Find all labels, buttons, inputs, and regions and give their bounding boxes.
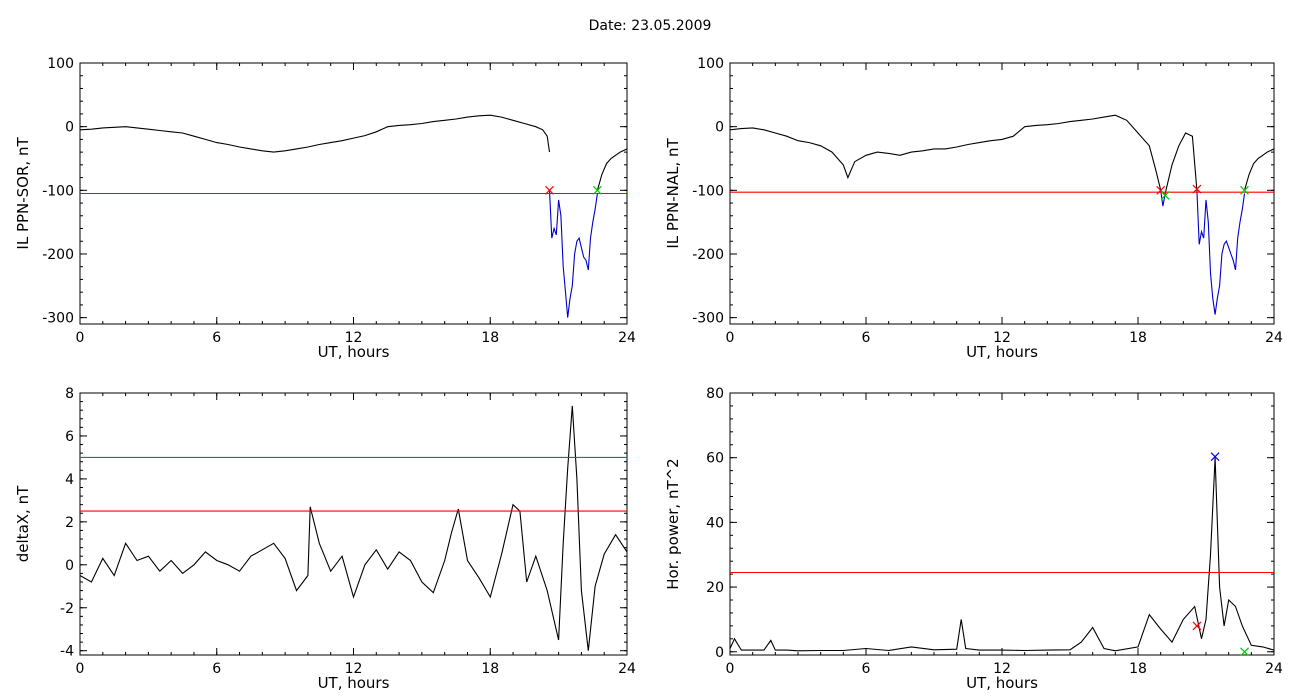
chart-panel-hor-power: 0 6 12 18 24 0 20 40 60 80 UT, hours Hor. power, nT… [664,386,1283,692]
y-tick-label: 20 [706,580,724,596]
y-tick-label: -4 [60,644,74,660]
x-tick-label: 24 [1265,661,1283,677]
x-tick-label: 6 [862,661,871,677]
x-tick-label: 6 [862,330,871,346]
plot-frame [79,392,628,656]
x-axis-label: UT, hours [966,674,1038,692]
x-tick-label: 12 [993,330,1011,346]
y-axis-label: IL PPN-NAL, nT [664,138,682,249]
x-tick-label: 0 [76,330,85,346]
y-axis-label: deltaX, nT [14,485,32,562]
y-tick-label: -200 [42,247,74,263]
page-title: Date: 23.05.2009 [588,18,712,34]
y-tick-label: -100 [42,183,74,199]
marker-cross [1192,621,1202,631]
marker-cross [1160,190,1170,200]
x-axis-label: UT, hours [966,343,1038,361]
x-tick-label: 12 [345,330,363,346]
y-axis-label: IL PPN-SOR, nT [14,137,32,250]
x-tick-label: 18 [1129,330,1147,346]
marker-cross [545,185,554,195]
x-tick-label: 0 [726,330,735,346]
y-tick-label: -300 [42,311,74,327]
y-tick-label: 6 [65,429,74,445]
plot-frame [729,392,1275,656]
x-tick-label: 12 [993,661,1011,677]
series-line [80,405,627,651]
series-line [730,114,1162,191]
x-tick-label: 0 [726,661,735,677]
y-tick-label: 80 [706,386,724,402]
x-tick-label: 18 [481,661,499,677]
x-tick-label: 6 [212,661,221,677]
marker-cross [1210,452,1220,462]
y-axis-label: Hor. power, nT^2 [664,458,682,589]
series-line [1243,148,1274,191]
x-tick-label: 12 [345,661,363,677]
series-line [1164,132,1198,194]
x-tick-label: 24 [1265,330,1283,346]
y-tick-label: 100 [47,56,74,72]
y-tick-label: -200 [692,247,724,263]
series-line [596,148,627,191]
marker-cross [1240,647,1249,657]
marker-cross [1192,184,1202,194]
y-tick-label: 60 [706,451,724,467]
x-tick-label: 24 [618,330,636,346]
series-line [730,457,1274,652]
x-tick-label: 18 [481,330,499,346]
x-axis-label: UT, hours [318,674,390,692]
x-tick-label: 18 [1129,661,1147,677]
y-tick-label: -300 [692,311,724,327]
plot-frame [729,62,1275,325]
y-tick-label: 0 [715,645,724,661]
series-line [80,114,551,153]
series-line [1160,190,1166,207]
series-line [1196,190,1246,315]
y-tick-label: -100 [692,183,724,199]
marker-cross [1240,185,1249,195]
x-axis-label: UT, hours [318,343,390,361]
x-tick-label: 0 [76,661,85,677]
y-tick-label: 2 [65,515,74,531]
y-tick-label: 100 [697,56,724,72]
y-tick-label: 0 [65,120,74,136]
y-tick-label: 0 [715,120,724,136]
y-tick-label: 4 [65,472,74,488]
marker-cross [592,185,602,195]
y-tick-label: 8 [65,386,74,402]
series-line [548,190,598,318]
y-tick-label: -2 [60,601,74,617]
chart-panel-il-ppn-sor: 0 6 12 18 24 -300 -200 -100 0 100 UT, hours IL PPN-… [14,56,636,361]
chart-panel-il-ppn-nal: 0 6 12 18 24 -300 -200 -100 0 100 UT, hours IL PPN-… [664,56,1283,361]
y-tick-label: 0 [65,558,74,574]
x-tick-label: 6 [212,330,221,346]
x-tick-label: 24 [618,661,636,677]
y-tick-label: 40 [706,515,724,531]
